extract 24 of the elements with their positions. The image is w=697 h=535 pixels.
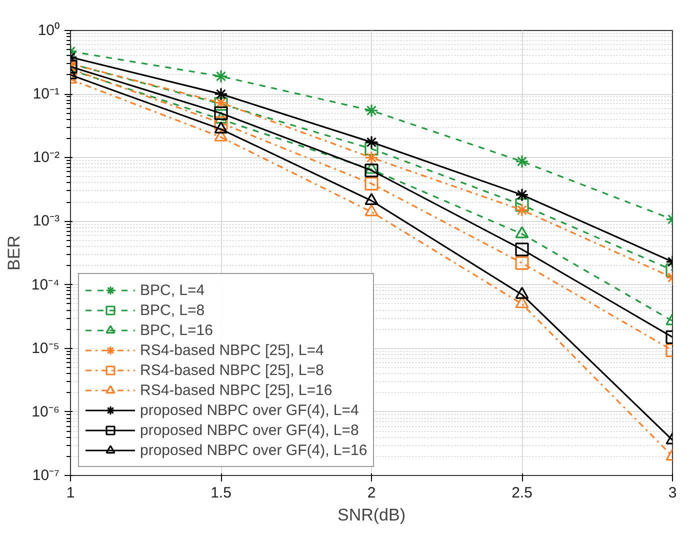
legend-label: RS4-based NBPC [25], L=16: [140, 381, 332, 399]
legend-label: proposed NBPC over GF(4), L=16: [140, 441, 368, 459]
legend-label: RS4-based NBPC [25], L=4: [140, 341, 324, 359]
x-axis-title: SNR(dB): [337, 506, 406, 524]
y-axis-title: BER: [4, 236, 24, 270]
x-tick-label: 2: [367, 484, 376, 502]
y-tick-label: 10⁻⁷: [32, 467, 60, 484]
y-tick-label: 10⁻²: [32, 149, 60, 166]
legend-label: RS4-based NBPC [25], L=8: [140, 361, 324, 379]
y-tick-label: 10⁻⁶: [32, 403, 60, 420]
y-tick-label: 10⁰: [38, 22, 60, 39]
x-tick-label: 1.5: [210, 484, 232, 502]
x-tick-label: 3: [668, 484, 677, 502]
legend-label: proposed NBPC over GF(4), L=8: [140, 421, 359, 439]
y-tick-label: 10⁻⁵: [32, 340, 60, 357]
legend-label: BPC, L=4: [140, 281, 205, 299]
legend-label: BPC, L=16: [140, 321, 213, 339]
legend-label: BPC, L=8: [140, 301, 205, 319]
x-tick-label: 1: [66, 484, 75, 502]
y-tick-label: 10⁻⁴: [31, 276, 60, 294]
x-tick-label: 2.5: [512, 484, 532, 502]
y-tick-label: 10⁻¹: [32, 86, 60, 103]
legend-label: proposed NBPC over GF(4), L=4: [140, 401, 359, 419]
y-tick-label: 10⁻³: [32, 212, 60, 230]
